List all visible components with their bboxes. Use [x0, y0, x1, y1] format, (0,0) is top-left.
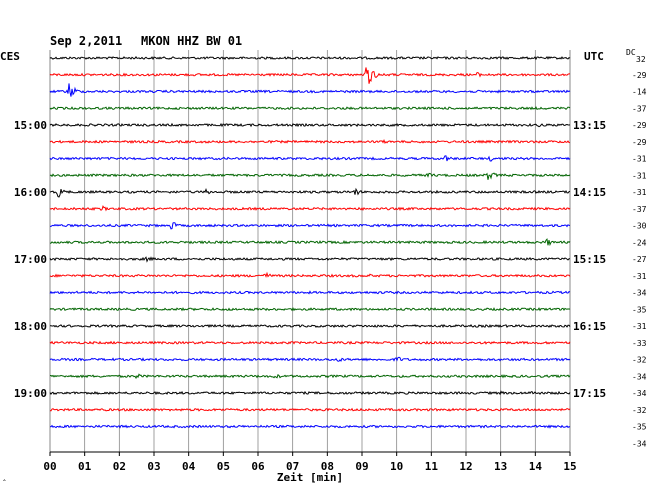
dc-offset-value: -29 — [632, 138, 647, 147]
left-time-label: 18:00 — [14, 320, 47, 333]
dc-top-value: 32 — [636, 55, 646, 64]
x-tick-label: 14 — [529, 460, 543, 473]
x-tick-label: 05 — [217, 460, 230, 473]
title-station: MKON HHZ BW 01 — [141, 34, 242, 48]
left-time-label: 16:00 — [14, 186, 47, 199]
trace-14 — [49, 290, 571, 295]
dc-offset-value: -31 — [632, 322, 647, 331]
trace-11 — [49, 238, 571, 247]
dc-label: DC — [626, 48, 636, 57]
trace-3 — [49, 106, 571, 111]
x-tick-label: 04 — [182, 460, 196, 473]
x-tick-label: 08 — [321, 460, 334, 473]
dc-offset-value: -32 — [632, 406, 647, 415]
x-tick-label: 11 — [425, 460, 439, 473]
trace-2 — [49, 83, 571, 97]
dc-offset-value: -33 — [632, 339, 647, 348]
right-time-label: 14:15 — [573, 186, 606, 199]
dc-offset-value: -37 — [632, 104, 647, 113]
x-tick-label: 12 — [459, 460, 472, 473]
x-axis-ticks: 00 01 02 03 04 05 06 07 08 09 10 11 12 13 14 15 — [43, 452, 577, 473]
right-time-label: 13:15 — [573, 119, 606, 132]
trace-4 — [49, 122, 571, 128]
right-time-labels: 13:15 14:15 15:15 16:15 17:15 — [573, 119, 606, 400]
x-tick-label: 01 — [78, 460, 92, 473]
trace-5 — [49, 139, 571, 145]
left-time-label: 19:00 — [14, 387, 47, 400]
x-tick-label: 02 — [113, 460, 126, 473]
left-time-label: 15:00 — [14, 119, 47, 132]
dc-offset-value: -34 — [632, 372, 647, 381]
right-time-label: 16:15 — [573, 320, 606, 333]
left-timezone-label: CES — [0, 50, 20, 63]
x-tick-label: 03 — [147, 460, 160, 473]
trace-8 — [49, 187, 571, 198]
left-time-label: 17:00 — [14, 253, 47, 266]
trace-12 — [49, 256, 570, 263]
trace-21 — [49, 407, 571, 412]
dc-offset-value: -29 — [632, 121, 647, 130]
x-axis-label: Zeit [min] — [277, 471, 343, 484]
trace-15 — [49, 307, 571, 312]
seismic-traces — [49, 55, 571, 429]
dc-offset-values: -29 -14 -37 -29 -29 -31 -31 -31 -37 -30 -24 -27 -31 -… — [632, 71, 647, 449]
dc-offset-value: -37 — [632, 205, 647, 214]
dc-offset-value: -14 — [632, 88, 647, 97]
trace-16 — [50, 323, 571, 329]
trace-20 — [49, 390, 571, 396]
title-date: Sep 2,2011 — [50, 34, 122, 48]
dc-offset-value: -34 — [632, 289, 647, 298]
trace-10 — [50, 222, 570, 230]
trace-0 — [49, 55, 571, 61]
dc-offset-value: -31 — [632, 272, 647, 281]
trace-1 — [49, 67, 570, 84]
trace-17 — [49, 340, 571, 345]
trace-19 — [49, 373, 571, 380]
left-time-labels: 15:00 16:00 17:00 18:00 19:00 — [14, 119, 47, 400]
dc-offset-value: -34 — [632, 439, 647, 448]
corner-mark: ˆ — [2, 478, 7, 488]
dc-offset-value: -30 — [632, 222, 647, 231]
dc-offset-value: -31 — [632, 155, 647, 164]
dc-offset-value: -31 — [632, 171, 647, 180]
dc-offset-value: -24 — [632, 238, 647, 247]
dc-offset-value: -29 — [632, 71, 647, 80]
x-tick-label: 10 — [390, 460, 403, 473]
dc-offset-value: -31 — [632, 188, 647, 197]
dc-offset-value: -35 — [632, 305, 647, 314]
trace-9 — [49, 205, 571, 212]
dc-offset-value: -35 — [632, 423, 647, 432]
trace-18 — [49, 356, 571, 362]
x-tick-label: 13 — [494, 460, 507, 473]
x-tick-label: 15 — [563, 460, 576, 473]
dc-offset-value: -32 — [632, 356, 647, 365]
dc-offset-value: -27 — [632, 255, 647, 264]
x-tick-label: 06 — [251, 460, 265, 473]
trace-13 — [49, 271, 571, 278]
trace-7 — [49, 172, 571, 180]
right-timezone-label: UTC — [584, 50, 604, 63]
right-time-label: 17:15 — [573, 387, 606, 400]
trace-6 — [49, 155, 571, 162]
x-tick-label: 09 — [355, 460, 368, 473]
x-tick-label: 00 — [43, 460, 56, 473]
grid-lines — [49, 50, 571, 453]
right-time-label: 15:15 — [573, 253, 606, 266]
dc-offset-value: -34 — [632, 389, 647, 398]
x-tick-label: 07 — [286, 460, 299, 473]
trace-22 — [49, 424, 571, 429]
